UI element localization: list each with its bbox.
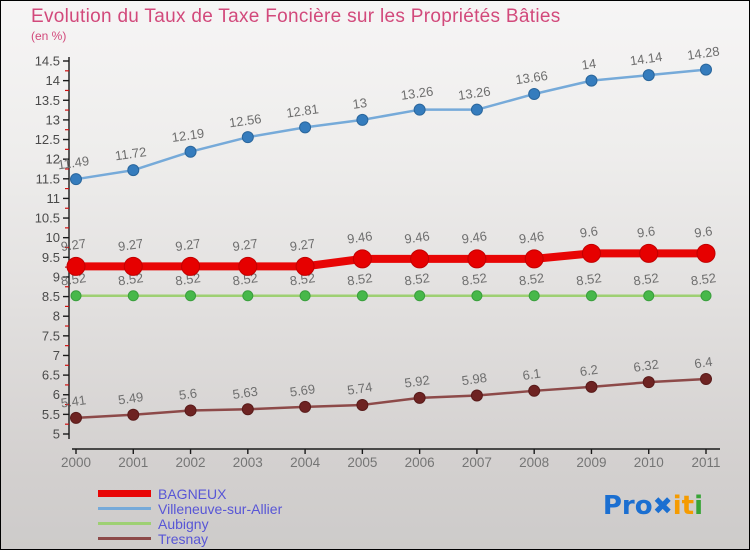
svg-text:8.5: 8.5: [42, 289, 60, 304]
svg-text:2003: 2003: [233, 455, 263, 470]
svg-text:13.5: 13.5: [35, 93, 60, 108]
svg-text:13: 13: [46, 112, 60, 127]
svg-text:5.5: 5.5: [42, 407, 60, 422]
svg-text:5.41: 5.41: [60, 392, 87, 410]
svg-text:11.72: 11.72: [114, 144, 147, 163]
legend-swatch-bagneux: [98, 490, 151, 497]
svg-text:5.49: 5.49: [117, 389, 144, 407]
svg-text:9.6: 9.6: [636, 223, 656, 240]
svg-text:14.28: 14.28: [686, 43, 720, 62]
svg-text:9.27: 9.27: [232, 236, 259, 254]
logo-segment: Pro: [602, 491, 653, 521]
svg-text:8.52: 8.52: [403, 270, 430, 288]
svg-text:9.27: 9.27: [60, 236, 87, 254]
svg-text:13.66: 13.66: [514, 68, 548, 87]
svg-text:9.5: 9.5: [42, 250, 60, 265]
svg-text:8: 8: [53, 309, 60, 324]
logo-segment: it: [672, 491, 695, 521]
svg-text:9: 9: [53, 269, 60, 284]
svg-text:8.52: 8.52: [346, 270, 373, 288]
svg-text:13: 13: [352, 95, 368, 112]
svg-text:14: 14: [46, 73, 60, 88]
svg-text:14.5: 14.5: [35, 54, 60, 69]
logo-x-icon: ✖: [652, 492, 673, 520]
legend-item-tresnay: Tresnay: [98, 531, 282, 546]
svg-text:5: 5: [53, 427, 60, 442]
svg-text:12.81: 12.81: [285, 101, 319, 120]
chart-subtitle: (en %): [31, 29, 67, 43]
svg-text:6: 6: [53, 387, 60, 402]
svg-text:9.27: 9.27: [117, 236, 144, 254]
legend-label: BAGNEUX: [158, 485, 227, 502]
svg-text:2010: 2010: [634, 455, 664, 470]
svg-text:5.63: 5.63: [232, 384, 259, 402]
svg-text:10.5: 10.5: [35, 211, 60, 226]
svg-text:2001: 2001: [118, 455, 148, 470]
legend-item-bagneux: BAGNEUX: [98, 486, 282, 501]
svg-text:9.27: 9.27: [289, 236, 316, 254]
svg-text:2002: 2002: [176, 455, 206, 470]
svg-text:12: 12: [46, 152, 60, 167]
legend-item-aubigny: Aubigny: [98, 516, 282, 531]
svg-text:12.5: 12.5: [35, 132, 60, 147]
svg-text:2008: 2008: [519, 455, 549, 470]
svg-text:6.32: 6.32: [633, 357, 660, 375]
svg-text:2011: 2011: [691, 455, 720, 470]
svg-text:5.92: 5.92: [403, 372, 430, 390]
svg-text:8.52: 8.52: [575, 270, 602, 288]
svg-text:14.14: 14.14: [629, 49, 663, 68]
legend-swatch-tresnay: [98, 537, 151, 540]
svg-text:9.46: 9.46: [346, 228, 373, 246]
svg-text:7.5: 7.5: [42, 328, 60, 343]
svg-text:2004: 2004: [290, 455, 321, 470]
svg-text:12.56: 12.56: [228, 111, 262, 130]
svg-text:6.1: 6.1: [522, 366, 542, 383]
svg-text:11: 11: [47, 191, 61, 206]
svg-text:14: 14: [581, 56, 597, 73]
legend-swatch-villeneuve: [98, 507, 151, 510]
svg-text:2006: 2006: [405, 455, 435, 470]
svg-text:8.52: 8.52: [461, 270, 488, 288]
svg-text:7: 7: [53, 348, 60, 363]
svg-text:9.46: 9.46: [461, 228, 488, 246]
svg-text:2005: 2005: [347, 455, 377, 470]
svg-text:2007: 2007: [462, 455, 492, 470]
chart-legend: BAGNEUX Villeneuve-sur-Allier Aubigny Tr…: [98, 486, 282, 546]
svg-text:8.52: 8.52: [690, 270, 717, 288]
chart-title: Evolution du Taux de Taxe Foncière sur l…: [31, 6, 561, 27]
legend-item-villeneuve: Villeneuve-sur-Allier: [98, 501, 282, 516]
svg-text:9.46: 9.46: [403, 228, 430, 246]
svg-text:11.49: 11.49: [57, 153, 90, 172]
svg-text:5.69: 5.69: [289, 381, 316, 399]
svg-text:9.46: 9.46: [518, 228, 545, 246]
legend-label: Villeneuve-sur-Allier: [158, 500, 283, 517]
legend-label: Tresnay: [158, 530, 209, 547]
svg-text:13.26: 13.26: [400, 84, 434, 103]
svg-text:9.27: 9.27: [174, 236, 201, 254]
svg-text:9.6: 9.6: [579, 223, 599, 240]
svg-text:2009: 2009: [576, 455, 606, 470]
svg-text:12.19: 12.19: [171, 126, 205, 145]
svg-text:6.2: 6.2: [579, 362, 599, 379]
legend-swatch-aubigny: [98, 522, 151, 525]
svg-text:8.52: 8.52: [518, 270, 545, 288]
svg-text:6.5: 6.5: [42, 368, 60, 383]
svg-text:10: 10: [46, 230, 60, 245]
svg-text:9.6: 9.6: [693, 223, 713, 240]
proxiti-logo: Pro✖iti: [603, 491, 703, 521]
legend-label: Aubigny: [158, 515, 209, 532]
svg-text:2000: 2000: [61, 455, 91, 470]
svg-text:8.52: 8.52: [633, 270, 660, 288]
svg-text:5.6: 5.6: [178, 385, 198, 402]
svg-text:6.4: 6.4: [693, 354, 713, 371]
svg-text:5.98: 5.98: [461, 370, 488, 388]
svg-text:11.5: 11.5: [36, 171, 60, 186]
svg-text:5.74: 5.74: [346, 379, 373, 397]
svg-text:13.26: 13.26: [457, 84, 491, 103]
logo-segment: i: [694, 491, 703, 521]
